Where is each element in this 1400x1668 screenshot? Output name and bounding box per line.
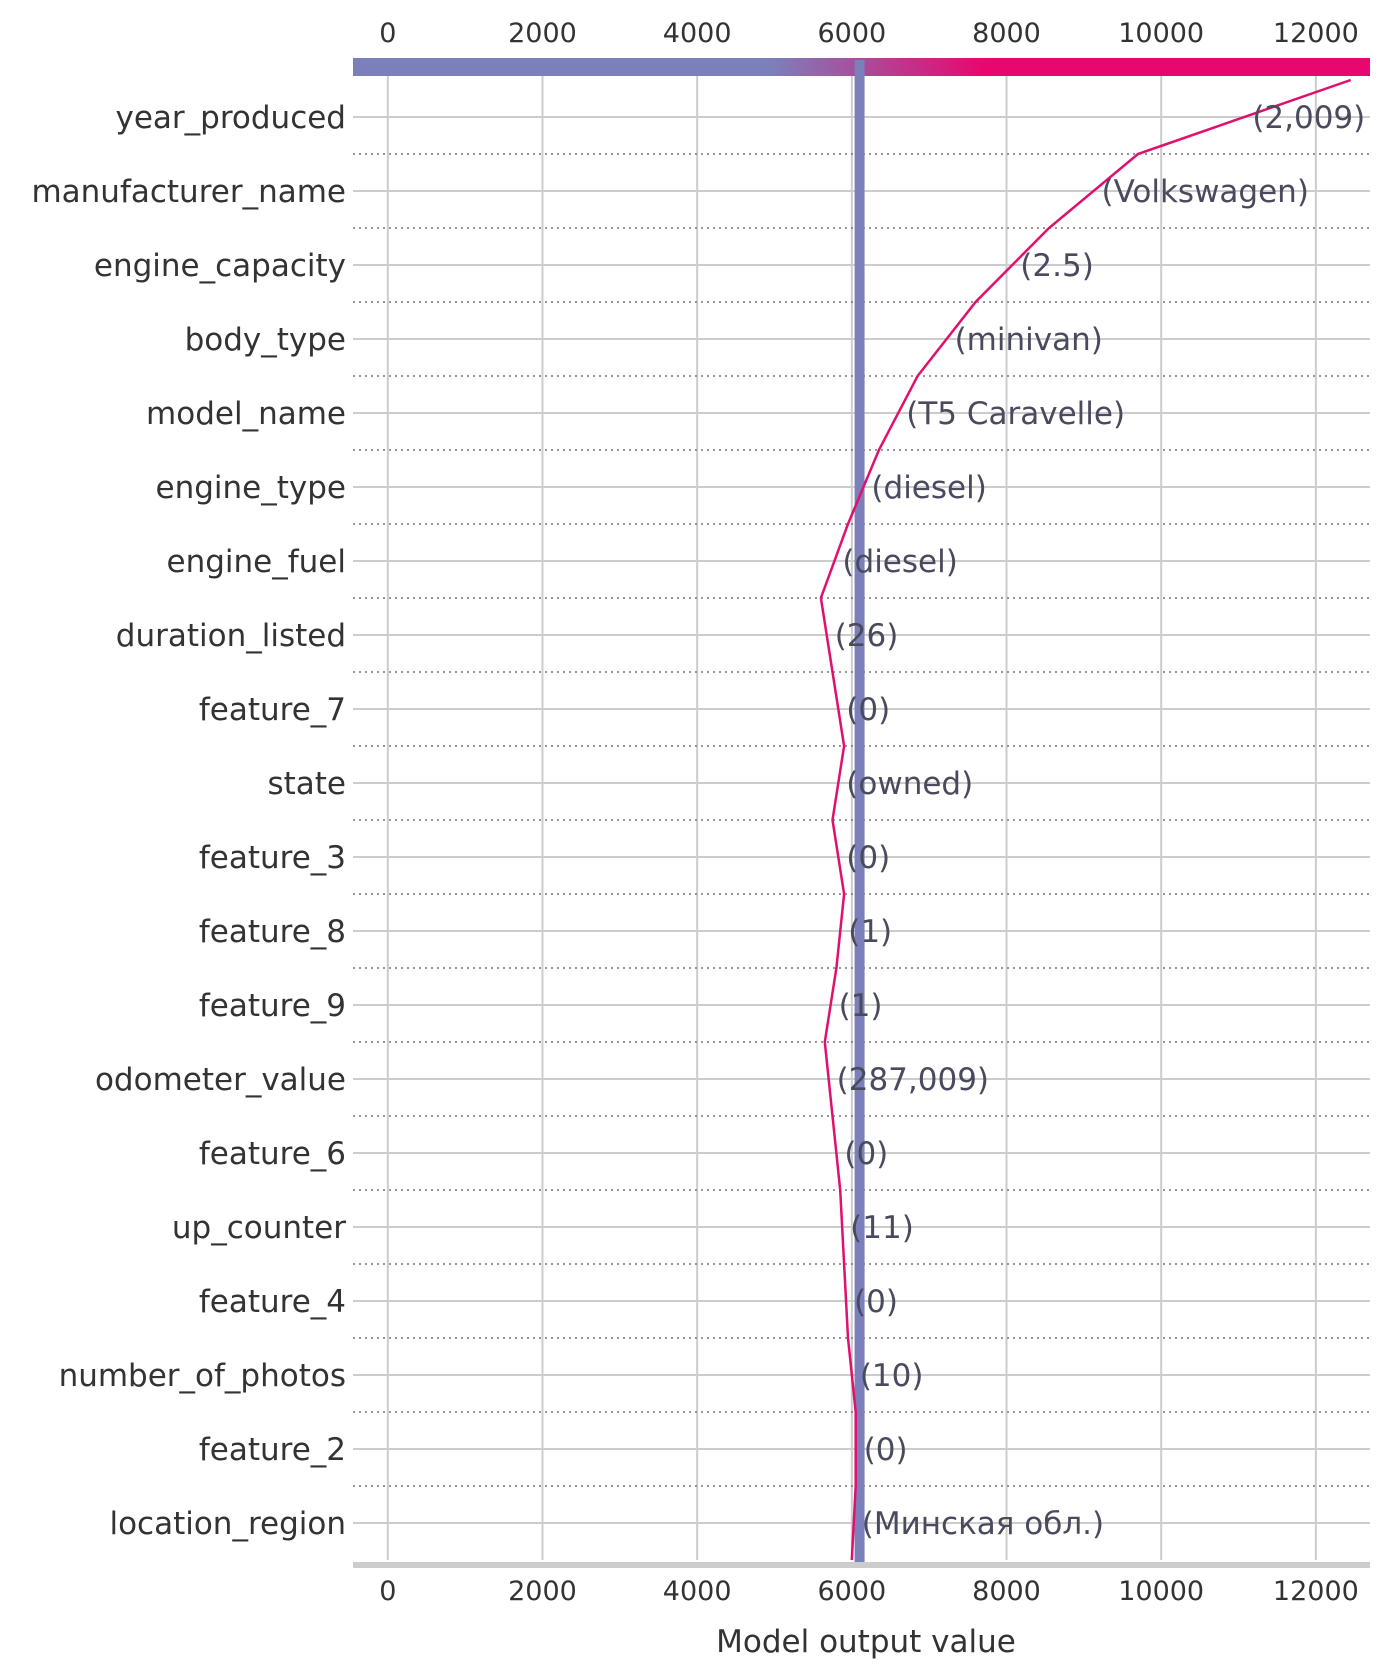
feature-label-feature_2: feature_2 (199, 1432, 346, 1468)
base-value-marker (854, 60, 865, 1562)
feature-value-state: (owned) (846, 766, 973, 802)
feature-label-feature_9: feature_9 (199, 988, 346, 1024)
feature-value-location_region: (Минская обл.) (862, 1506, 1104, 1542)
feature-label-up_counter: up_counter (172, 1210, 346, 1246)
tick-label-top-6000: 6000 (817, 18, 886, 49)
tick-label-top-10000: 10000 (1118, 18, 1204, 49)
feature-label-duration_listed: duration_listed (116, 618, 346, 654)
feature-label-location_region: location_region (109, 1506, 346, 1542)
feature-value-engine_fuel: (diesel) (842, 544, 957, 580)
tick-label-bottom-6000: 6000 (817, 1576, 886, 1607)
tick-label-top-2000: 2000 (508, 18, 577, 49)
tick-label-bottom-0: 0 (379, 1576, 396, 1607)
feature-value-engine_type: (diesel) (871, 470, 986, 506)
grid (386, 60, 1317, 1560)
tick-label-bottom-2000: 2000 (508, 1576, 577, 1607)
x-axis-title: Model output value (716, 1624, 1016, 1660)
tick-label-top-0: 0 (379, 18, 396, 49)
tick-label-top-8000: 8000 (972, 18, 1041, 49)
tick-label-bottom-8000: 8000 (972, 1576, 1041, 1607)
feature-label-feature_3: feature_3 (199, 840, 346, 876)
feature-label-body_type: body_type (185, 322, 346, 358)
feature-value-feature_3: (0) (846, 840, 890, 876)
tick-label-bottom-4000: 4000 (663, 1576, 732, 1607)
feature-label-engine_fuel: engine_fuel (167, 544, 346, 580)
feature-value-year_produced: (2,009) (1252, 100, 1365, 136)
feature-value-feature_4: (0) (854, 1284, 898, 1320)
decision-line (819, 78, 1352, 1561)
tick-labels: 0 0 2000 2000 4000 4000 6000 6000 8000 8000 10000 1… (379, 18, 1359, 1607)
feature-value-labels: (2,009) (Volkswagen) (2.5) (minivan) (T5 Car… (835, 100, 1366, 1542)
feature-value-up_counter: (11) (850, 1210, 914, 1246)
feature-label-engine_type: engine_type (156, 470, 346, 506)
feature-value-feature_8: (1) (848, 914, 892, 950)
feature-value-odometer_value: (287,009) (837, 1062, 989, 1098)
feature-value-feature_6: (0) (844, 1136, 888, 1172)
feature-value-body_type: (minivan) (955, 322, 1103, 358)
feature-label-state: state (267, 766, 346, 802)
feature-value-engine_capacity: (2.5) (1020, 248, 1093, 284)
feature-value-model_name: (T5 Caravelle) (906, 396, 1125, 432)
feature-labels: year_produced manufacturer_name engine_cap… (31, 100, 346, 1542)
feature-value-number_of_photos: (10) (860, 1358, 924, 1394)
feature-label-odometer_value: odometer_value (95, 1062, 346, 1098)
tick-label-bottom-12000: 12000 (1273, 1576, 1359, 1607)
decision-path (819, 78, 1352, 1561)
feature-label-feature_8: feature_8 (199, 914, 346, 950)
feature-value-duration_listed: (26) (835, 618, 899, 654)
feature-label-feature_6: feature_6 (199, 1136, 346, 1172)
tick-label-top-4000: 4000 (663, 18, 732, 49)
feature-value-feature_9: (1) (839, 988, 883, 1024)
feature-label-number_of_photos: number_of_photos (59, 1358, 346, 1394)
tick-label-top-12000: 12000 (1273, 18, 1359, 49)
bottom-axis-bar (353, 1562, 1370, 1568)
feature-label-model_name: model_name (146, 396, 346, 432)
feature-value-feature_7: (0) (846, 692, 890, 728)
feature-label-feature_4: feature_4 (199, 1284, 346, 1320)
feature-value-feature_2: (0) (864, 1432, 908, 1468)
feature-label-manufacturer_name: manufacturer_name (31, 174, 346, 210)
feature-label-engine_capacity: engine_capacity (94, 248, 346, 284)
feature-label-year_produced: year_produced (116, 100, 347, 136)
feature-label-feature_7: feature_7 (199, 692, 346, 728)
base-value-line (854, 60, 865, 1562)
tick-label-bottom-10000: 10000 (1118, 1576, 1204, 1607)
feature-value-manufacturer_name: (Volkswagen) (1102, 174, 1309, 210)
